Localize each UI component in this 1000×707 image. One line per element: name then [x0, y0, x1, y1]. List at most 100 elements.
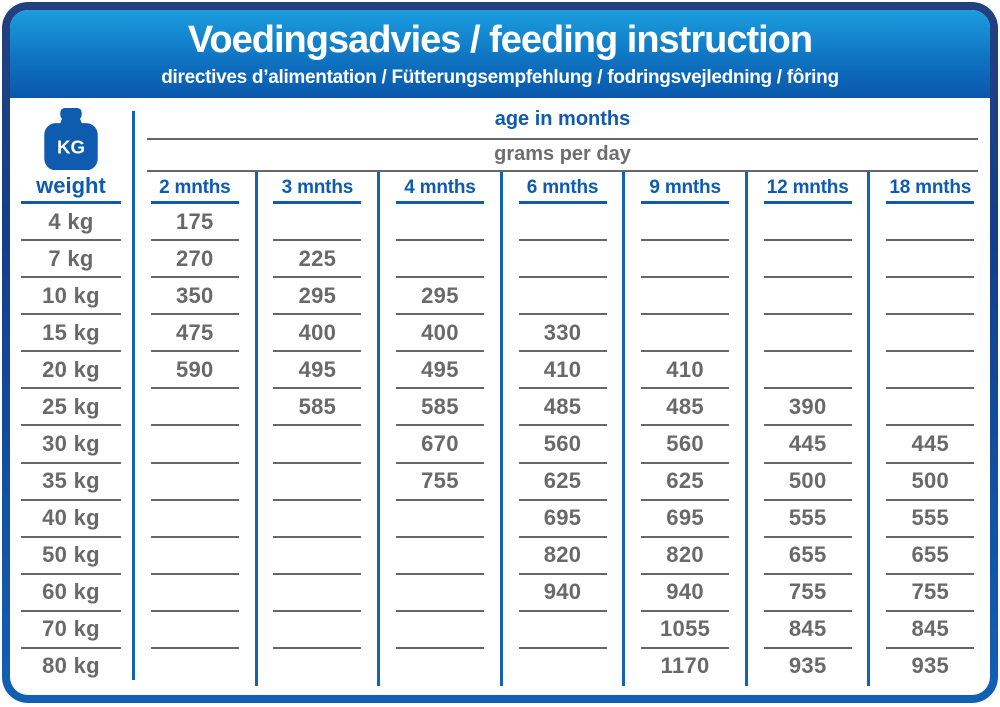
value-cell: 755	[748, 575, 868, 612]
value-cell: 485	[503, 389, 623, 426]
month-column: 12 mnths 390 445 500 555 655 755 845 935	[744, 172, 868, 686]
weight-cell: 20 kg	[10, 352, 132, 389]
horizontal-divider	[147, 170, 978, 172]
value-cell: 400	[380, 315, 500, 352]
grams-per-day-header: grams per day	[494, 143, 631, 165]
value-cell: 445	[748, 426, 868, 463]
value-cell: 410	[625, 352, 745, 389]
value-cell: 330	[503, 315, 623, 352]
weight-divider-line	[132, 111, 135, 680]
value-cell: 270	[135, 241, 255, 278]
value-cell	[380, 575, 500, 612]
value-cell	[870, 315, 990, 352]
feeding-table: KG weight 4 kg 7 kg 10 kg 15 kg 20 kg 25 kg 30…	[10, 98, 990, 695]
value-cell	[380, 241, 500, 278]
value-cell: 485	[625, 389, 745, 426]
value-cell: 1055	[625, 612, 745, 649]
month-column: 4 mnths 295 400 495 585 670 755	[377, 172, 500, 686]
weight-cell: 40 kg	[10, 501, 132, 538]
feeding-card-inner: Voedingsadvies / feeding instruction dir…	[10, 10, 990, 695]
value-cell: 585	[380, 389, 500, 426]
value-cell: 755	[380, 464, 500, 501]
value-cell: 585	[258, 389, 378, 426]
value-cell: 555	[870, 501, 990, 538]
value-cell: 390	[748, 389, 868, 426]
value-cell: 500	[870, 464, 990, 501]
value-cell: 695	[625, 501, 745, 538]
value-cell: 845	[748, 612, 868, 649]
value-cell: 225	[258, 241, 378, 278]
month-column: 6 mnths 330 410 485 560 625 695 820 940	[499, 172, 623, 686]
weight-cell: 15 kg	[10, 315, 132, 352]
value-cell	[625, 278, 745, 315]
value-cell: 695	[503, 501, 623, 538]
value-cell	[748, 241, 868, 278]
value-cell	[135, 612, 255, 649]
value-cell	[870, 278, 990, 315]
value-cell	[258, 501, 378, 538]
weight-header-label: weight	[36, 173, 106, 199]
month-column-header: 9 mnths	[625, 172, 745, 204]
value-cell: 475	[135, 315, 255, 352]
value-cell	[503, 649, 623, 686]
value-cell	[135, 649, 255, 686]
month-grid: 2 mnths 175 270 350 475 590 3 mnths 225 295 400 49…	[135, 172, 990, 686]
weight-cell: 35 kg	[10, 464, 132, 501]
value-cell: 820	[625, 538, 745, 575]
weight-column-header: KG weight	[10, 98, 132, 204]
month-column-header: 4 mnths	[380, 172, 500, 204]
value-cell: 555	[748, 501, 868, 538]
card-title: Voedingsadvies / feeding instruction	[187, 19, 813, 62]
data-area: age in months grams per day 2 mnths 175 27…	[135, 98, 990, 686]
value-cell	[380, 612, 500, 649]
month-column: 3 mnths 225 295 400 495 585	[254, 172, 378, 686]
value-cell	[135, 501, 255, 538]
value-cell	[135, 389, 255, 426]
weight-cell: 50 kg	[10, 538, 132, 575]
value-cell	[870, 241, 990, 278]
weight-cell: 10 kg	[10, 278, 132, 315]
value-cell: 935	[911, 653, 950, 679]
value-cell: 940	[503, 575, 623, 612]
value-cell: 500	[748, 464, 868, 501]
value-cell: 350	[135, 278, 255, 315]
value-cell	[503, 204, 623, 241]
value-cell	[135, 538, 255, 575]
month-column-header: 12 mnths	[748, 172, 868, 204]
month-column-header: 6 mnths	[503, 172, 623, 204]
value-cell	[380, 538, 500, 575]
month-column: 2 mnths 175 270 350 475 590	[135, 172, 255, 686]
weight-column: KG weight 4 kg 7 kg 10 kg 15 kg 20 kg 25 kg 30…	[10, 98, 132, 686]
value-cell	[748, 315, 868, 352]
month-column-header: 18 mnths	[870, 172, 990, 204]
value-cell: 625	[625, 464, 745, 501]
value-cell: 400	[258, 315, 378, 352]
value-cell: 655	[748, 538, 868, 575]
weight-cell: 60 kg	[10, 575, 132, 612]
kg-weight-icon: KG	[44, 108, 98, 171]
month-column-header: 3 mnths	[258, 172, 378, 204]
value-cell: 495	[258, 352, 378, 389]
value-cell	[135, 464, 255, 501]
weight-cell: 30 kg	[10, 426, 132, 463]
kg-icon-label: KG	[57, 136, 85, 157]
value-cell: 845	[870, 612, 990, 649]
value-cell	[870, 352, 990, 389]
value-cell	[748, 204, 868, 241]
card-subtitle: directives d’alimentation / Fütterungsem…	[161, 66, 839, 88]
weight-cell: 7 kg	[10, 241, 132, 278]
value-cell	[135, 575, 255, 612]
month-column: 9 mnths 410 485 560 625 695 820 940 1055 1170	[622, 172, 745, 686]
value-cell	[380, 649, 500, 686]
weight-cell: 70 kg	[10, 612, 132, 649]
value-cell	[503, 278, 623, 315]
weight-cell: 4 kg	[10, 204, 132, 241]
value-cell	[258, 464, 378, 501]
value-cell	[870, 389, 990, 426]
value-cell: 295	[380, 278, 500, 315]
horizontal-divider	[147, 138, 978, 140]
value-cell	[258, 575, 378, 612]
value-cell	[380, 204, 500, 241]
value-cell	[258, 538, 378, 575]
